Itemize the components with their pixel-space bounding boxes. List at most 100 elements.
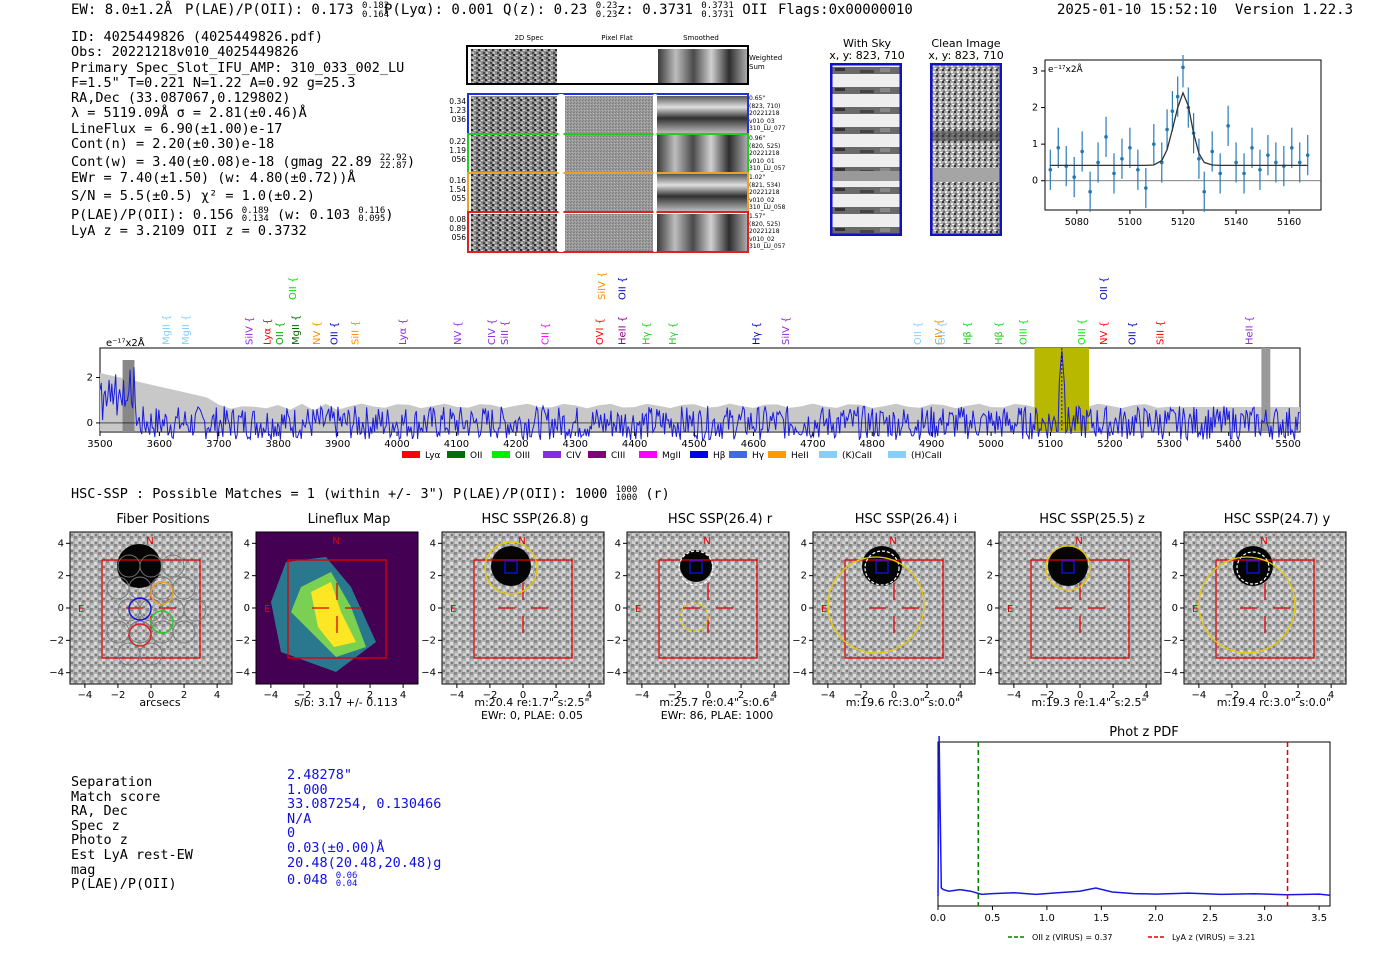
hsc-compass-e: E <box>1007 604 1013 615</box>
spectrum-legend: Lyα OII OIII CIV CIII MgII Hβ Hγ HeII (K)CaII (H)C… <box>402 451 942 461</box>
hsc-x-tick-label: 0 <box>520 690 526 701</box>
spectrum-legend-label: Hγ <box>752 451 765 461</box>
fiber-orange <box>150 581 174 605</box>
match-label-photoz: Photo z <box>71 832 128 849</box>
spec2d-row-left-value: 1.19 <box>449 146 466 155</box>
hsc-panel-1: Fiber Positions N E −4 −4 −2 −2 0 0 2 2 4 4 arcsecs <box>50 512 240 712</box>
hsc-panel-image: N E −4 −4 −2 −2 0 0 2 2 4 4 <box>979 531 1162 701</box>
hsc-x-tick-label: −2 <box>1225 690 1240 701</box>
spec2d-row-left-value: 1.23 <box>449 106 466 115</box>
hsc-y-tick-label: −4 <box>236 668 250 679</box>
zoom-data-point <box>1048 167 1053 172</box>
hsc-aperture-box <box>658 559 758 659</box>
match-label-ew: Est LyA rest-EW <box>71 846 193 863</box>
full-spectrum: e⁻¹⁷x2Å MgII {MgII {SiIV {Lyα {OII {OII … <box>87 272 1301 461</box>
fiber-circle <box>139 642 163 666</box>
spectrum-line-label: SiII { <box>1155 320 1166 345</box>
photz-x-tick-label: 0.5 <box>984 913 1000 924</box>
hsc-y-tick-label: −2 <box>607 635 621 646</box>
hsc-x-tick-label: −2 <box>483 690 498 701</box>
zoom-data-point <box>1080 149 1084 154</box>
hsc-aperture-box <box>101 559 201 659</box>
spectrum-x-tick-label: 4200 <box>503 439 528 450</box>
info-ftna: F=1.5" T=0.221 N=1.22 A=0.92 g=25.3 <box>71 74 356 91</box>
hsc-compass-n: N <box>1075 536 1082 547</box>
sky-clean-xy: x, y: 823, 710 <box>928 49 1004 62</box>
header-qz-range: 0.23 0.23 <box>596 2 618 20</box>
sky-clean-label: Clean Image <box>931 37 1001 50</box>
hsc-x-tick-label: −4 <box>1007 690 1022 701</box>
spectrum-ylabel: e⁻¹⁷x2Å <box>106 336 145 349</box>
hsc-header-range: 1000 1000 <box>615 486 638 503</box>
info-id: ID: 4025449826 (4025449826.pdf) <box>71 29 323 45</box>
hsc-x-tick-label: 2 <box>1295 690 1301 701</box>
hsc-y-tick-label: 4 <box>244 538 250 549</box>
hsc-header-tail: (r) <box>645 486 670 502</box>
zoom-data-point <box>1056 146 1061 150</box>
fiber-blue <box>128 597 152 621</box>
hsc-panel-title: HSC SSP(26.8) g <box>481 512 589 527</box>
hsc-x-tick-label: 0 <box>1262 690 1268 701</box>
spectrum-x-tick-label: 3700 <box>206 439 231 450</box>
photz-legend-label: LyA z (VIRUS) = 3.21 <box>1172 933 1255 942</box>
hsc-panel-image: N E −4 −4 −2 −2 0 0 2 2 4 4 <box>422 531 605 701</box>
hsc-panel-frame <box>626 531 790 685</box>
hsc-x-tick-label: −4 <box>1192 690 1207 701</box>
spectrum-legend-swatch <box>402 451 420 458</box>
hsc-panel-frame <box>998 531 1162 685</box>
spec2d-row-right-value: 310_LU_057 <box>749 165 786 173</box>
zoom-chart: e⁻¹⁷x2Å 5080 5100 5120 5140 5160 0 1 2 3 <box>1032 55 1322 228</box>
photz-x-tick-label: 2.5 <box>1202 913 1218 924</box>
hsc-x-tick-label: 4 <box>957 690 963 701</box>
spec2d-row-left-value: 0.22 <box>449 137 466 146</box>
spec2d-row-right-3: 1.02" (821, 534) 20221218 v010_02 310_LU_058 <box>749 174 795 212</box>
spectrum-legend-swatch <box>588 451 606 458</box>
header-plae: P(LAE)/P(OII): 0.173 0.182 0.164 <box>185 2 389 20</box>
zoom-data-point <box>1226 124 1230 128</box>
header-flags: Flags:0x00000010 <box>778 2 913 18</box>
hsc-caption-line1: m:25.7 re:0.4" s:0.6" <box>659 696 775 709</box>
hsc-y-tick-label: 0 <box>58 603 64 614</box>
hsc-y-tick-label: −4 <box>422 668 436 679</box>
zoom-data-point <box>1120 156 1124 161</box>
spectrum-line-label: CIV { <box>487 319 498 345</box>
spectrum-line-label: OII { <box>330 322 341 345</box>
zoom-data-point <box>1181 65 1185 70</box>
info-plae2-hi: 0.189 <box>241 206 269 217</box>
spectrum-x-tick-label: 4100 <box>444 439 469 450</box>
hsc-panel-title: Fiber Positions <box>116 512 210 527</box>
spectrum-legend-swatch <box>639 451 657 458</box>
hsc-y-tick-label: 2 <box>244 571 250 582</box>
spectrum-line-label: OII { <box>1099 277 1110 300</box>
hsc-x-tick-label: 0 <box>705 690 711 701</box>
hsc-panel-image: N E −4 −4 −2 −2 0 0 2 2 4 4 <box>1164 531 1347 701</box>
spectrum-line-label: HeII { <box>618 316 629 345</box>
hsc-x-tick-label: 4 <box>771 690 777 701</box>
hsc-compass-n: N <box>1260 536 1267 547</box>
hsc-compass-e: E <box>264 604 270 615</box>
hsc-x-tick-label: −2 <box>1040 690 1055 701</box>
hsc-x-tick-label: −4 <box>78 690 93 701</box>
zoom-data-point <box>1175 94 1180 99</box>
spectrum-line-label: NV { <box>453 321 464 345</box>
spectrum-line-label: SiIV { <box>781 317 792 345</box>
spectrum-line-label: OII { <box>1127 322 1138 345</box>
hsc-aperture-box <box>1030 559 1130 659</box>
match-label-plae: P(LAE)/P(OII) <box>71 876 177 893</box>
hsc-x-tick-label: 4 <box>1328 690 1334 701</box>
hsc-panel-3: HSC SSP(26.8) g N E −4 −4 −2 −2 0 0 2 2 4 4 m:20.4 re… <box>422 512 612 722</box>
zoom-chart-ylabel: e⁻¹⁷x2Å <box>1048 63 1084 75</box>
hsc-catalog-box <box>1061 560 1075 574</box>
spectrum-line-label: Hβ { <box>994 322 1005 345</box>
match-label-separation: Separation <box>71 774 153 790</box>
hsc-panel-4: HSC SSP(26.4) r N E −4 −4 −2 −2 0 0 2 2 4 4 m:25.7 re… <box>607 512 797 722</box>
header-z-range: 0.3731 0.3731 <box>701 2 734 20</box>
hsc-x-tick-label: 2 <box>1110 690 1116 701</box>
spec2d-row-left-value: 056 <box>451 233 466 242</box>
spectrum-legend-label: CIII <box>611 451 625 461</box>
zoom-y-tick-label: 3 <box>1032 66 1038 77</box>
spectrum-x-tick-label: 4300 <box>563 439 588 450</box>
hsc-y-tick-label: −2 <box>236 635 250 646</box>
spec2d-row-right-value: (823, 710) <box>749 102 781 110</box>
hsc-header-lo: 1000 <box>615 493 638 503</box>
